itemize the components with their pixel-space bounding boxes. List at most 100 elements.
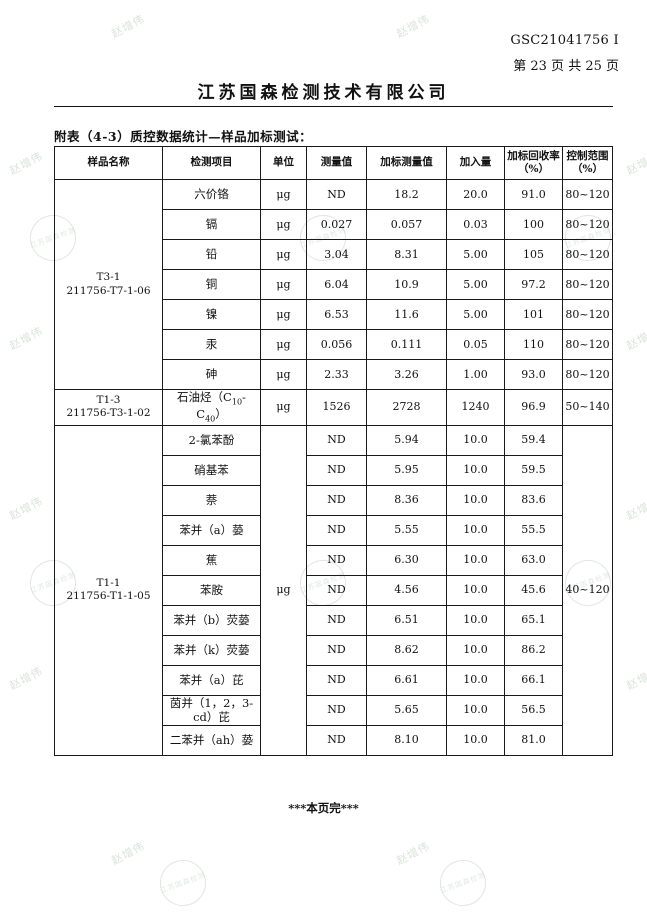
table-row: 二苯并（ah）蒆 ND 8.10 10.0 81.0 <box>55 724 613 756</box>
sample-name-line2: 211756-T3-1-02 <box>66 407 151 420</box>
measured-value: 0.056 <box>306 329 367 360</box>
measured-value: ND <box>306 424 367 456</box>
test-item: 铜 <box>162 269 261 300</box>
table-row: T1-3 211756-T3-1-02 石油烃（C10-C40） μg 1526… <box>54 389 613 426</box>
recovery-rate: 105 <box>504 239 563 270</box>
recovery-rate: 83.6 <box>504 484 563 516</box>
unit: μg <box>260 269 307 300</box>
control-range: 80~120 <box>562 179 613 210</box>
control-range: 80~120 <box>562 209 613 240</box>
unit: μg <box>260 299 307 330</box>
table-header-row: 样品名称 检测项目 单位 测量值 加标测量值 加入量 加标回收率 （%） 控制范… <box>54 146 613 180</box>
sample-name-line2: 211756-T7-1-06 <box>66 284 151 297</box>
recovery-rate: 81.0 <box>504 724 563 756</box>
spiked-value: 6.30 <box>366 544 447 576</box>
spiked-value: 5.94 <box>366 424 447 456</box>
sample-name-line1: T1-1 <box>96 576 121 589</box>
unit: μg <box>260 239 307 270</box>
test-item: 汞 <box>162 329 261 360</box>
spiked-value: 18.2 <box>366 179 447 210</box>
table-row: T3-1 211756-T7-1-06 六价铬 μg ND 18.2 20.0 … <box>54 179 613 390</box>
table-row: 镍 μg 6.53 11.6 5.00 101 80~120 <box>55 299 613 330</box>
measured-value: 6.53 <box>306 299 367 330</box>
spiked-value: 2728 <box>366 389 447 426</box>
added-amount: 10.0 <box>446 484 505 516</box>
watermark-name: 赵增伟 <box>109 839 148 868</box>
measured-value: ND <box>306 634 367 666</box>
recovery-rate: 93.0 <box>504 359 563 390</box>
spiked-value: 8.31 <box>366 239 447 270</box>
sample-name-cell: T3-1 211756-T7-1-06 <box>54 179 163 390</box>
added-amount: 0.05 <box>446 329 505 360</box>
recovery-rate: 63.0 <box>504 544 563 576</box>
added-amount: 10.0 <box>446 424 505 456</box>
test-item: 蕉 <box>162 544 261 576</box>
added-amount: 10.0 <box>446 544 505 576</box>
recovery-rate: 100 <box>504 209 563 240</box>
test-item: 石油烃（C10-C40） <box>162 389 261 426</box>
table-row: 汞 μg 0.056 0.111 0.05 110 80~120 <box>55 329 613 360</box>
table-subtitle: 附表（4-3）质控数据统计—样品加标测试： <box>54 129 313 144</box>
table-body: T3-1 211756-T7-1-06 六价铬 μg ND 18.2 20.0 … <box>54 179 613 756</box>
spiked-value: 3.26 <box>366 359 447 390</box>
spiked-value: 6.51 <box>366 604 447 636</box>
test-item: 二苯并（ah）蒆 <box>162 724 261 756</box>
col-header-recovery-line1: 加标回收率 <box>507 149 560 162</box>
test-item-mid: -C <box>196 390 246 422</box>
sample-name-line1: T3-1 <box>96 271 121 284</box>
control-range: 80~120 <box>562 359 613 390</box>
added-amount: 10.0 <box>446 574 505 606</box>
watermark-name: 赵增伟 <box>394 12 433 41</box>
spiked-value: 5.65 <box>366 694 447 726</box>
measured-value: ND <box>306 574 367 606</box>
table-row: 镉 μg 0.027 0.057 0.03 100 80~120 <box>55 209 613 240</box>
spiked-value: 8.62 <box>366 634 447 666</box>
recovery-rate: 101 <box>504 299 563 330</box>
recovery-rate: 97.2 <box>504 269 563 300</box>
recovery-rate: 96.9 <box>504 389 563 426</box>
spiked-value: 0.111 <box>366 329 447 360</box>
unit: μg <box>260 424 307 756</box>
added-amount: 1240 <box>446 389 505 426</box>
control-range: 80~120 <box>562 269 613 300</box>
spiked-value: 6.61 <box>366 664 447 696</box>
measured-value: ND <box>306 179 367 210</box>
page-end-note: ***本页完*** <box>288 801 359 815</box>
col-header-recovery: 加标回收率 （%） <box>504 146 563 180</box>
control-range: 80~120 <box>562 239 613 270</box>
watermark-name: 赵增伟 <box>624 494 647 523</box>
spiked-value: 5.95 <box>366 454 447 486</box>
test-item: 苯并（b）荧蒆 <box>162 604 261 636</box>
table-row: 硝基苯 ND 5.95 10.0 59.5 <box>55 454 613 486</box>
measured-value: ND <box>306 514 367 546</box>
added-amount: 10.0 <box>446 634 505 666</box>
test-item: 萘 <box>162 484 261 516</box>
sample-name-line1: T1-3 <box>96 394 121 407</box>
company-title: 江苏国森检测技术有限公司 <box>197 83 450 103</box>
test-item: 镉 <box>162 209 261 240</box>
test-item: 镍 <box>162 299 261 330</box>
recovery-rate: 86.2 <box>504 634 563 666</box>
control-range: 40~120 <box>562 424 613 756</box>
table-row: 苯并（k）荧蒆 ND 8.62 10.0 86.2 <box>55 634 613 666</box>
added-amount: 10.0 <box>446 514 505 546</box>
test-item-sub2: 40 <box>205 414 216 424</box>
qc-data-table: 样品名称 检测项目 单位 测量值 加标测量值 加入量 加标回收率 （%） 控制范… <box>54 146 613 756</box>
table-row: 铅 μg 3.04 8.31 5.00 105 80~120 <box>55 239 613 270</box>
added-amount: 5.00 <box>446 299 505 330</box>
recovery-rate: 66.1 <box>504 664 563 696</box>
test-item: 苯并（k）荧蒆 <box>162 634 261 666</box>
col-header-control-range: 控制范围 （%） <box>562 146 613 180</box>
table-row: 蕉 ND 6.30 10.0 63.0 <box>55 544 613 576</box>
test-item: 苯并（a）芘 <box>162 664 261 696</box>
recovery-rate: 110 <box>504 329 563 360</box>
control-range: 50~140 <box>562 389 613 426</box>
control-range: 80~120 <box>562 299 613 330</box>
test-item-sub1: 10 <box>231 397 243 407</box>
col-header-measured: 测量值 <box>306 146 367 180</box>
watermark-name: 赵增伟 <box>624 324 647 353</box>
added-amount: 10.0 <box>446 724 505 756</box>
measured-value: ND <box>306 484 367 516</box>
measured-value: ND <box>306 694 367 726</box>
